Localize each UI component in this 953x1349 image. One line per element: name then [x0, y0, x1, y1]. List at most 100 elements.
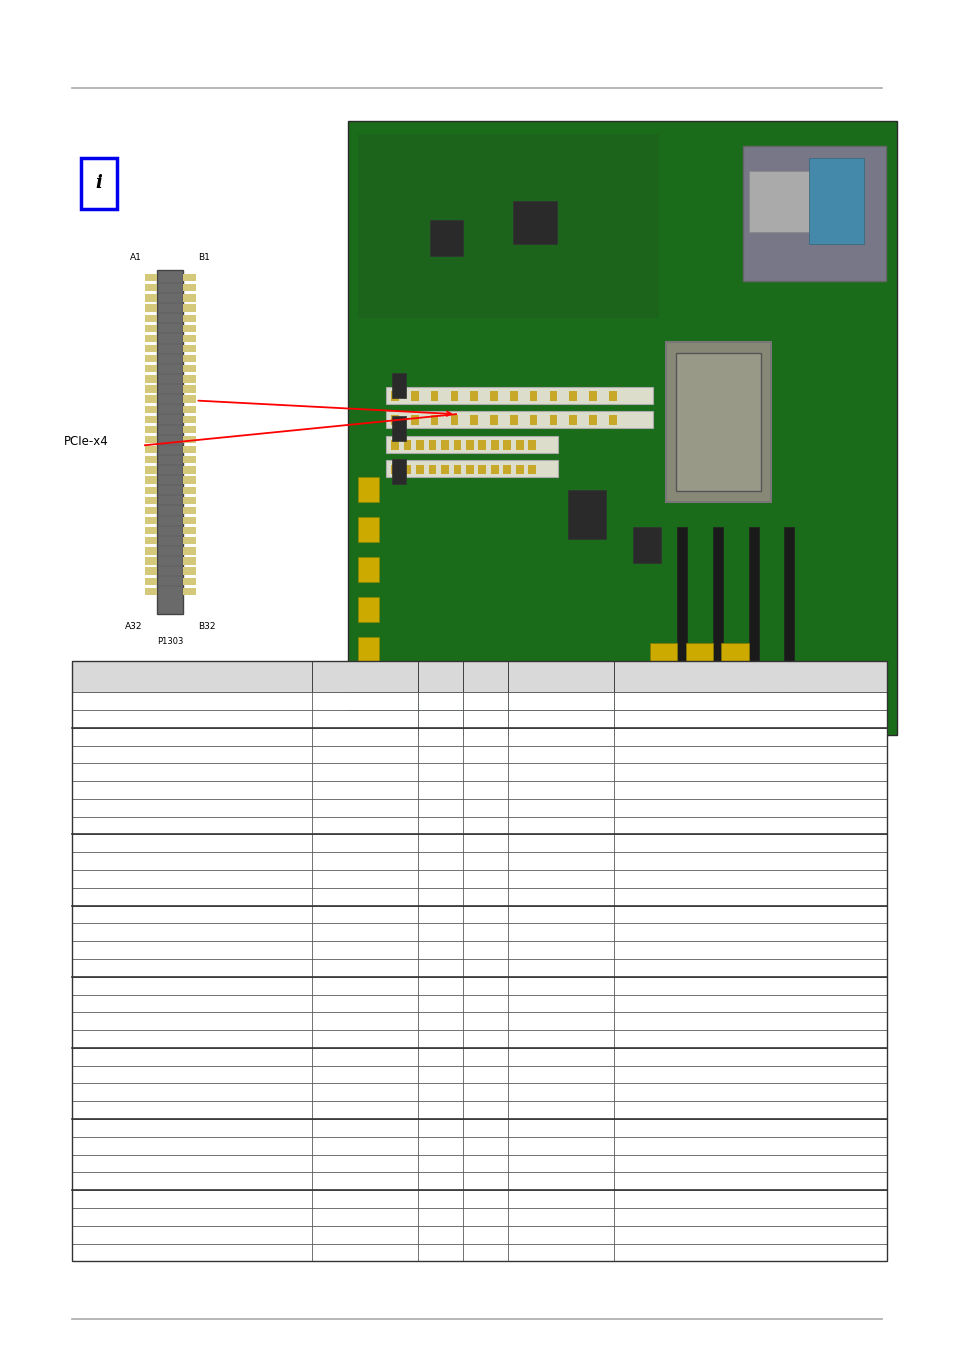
- Bar: [71, 728, 312, 746]
- Bar: [417, 728, 462, 746]
- Bar: [742, 146, 884, 281]
- Bar: [462, 905, 507, 924]
- Bar: [614, 1155, 886, 1172]
- Bar: [71, 1120, 312, 1137]
- Bar: [312, 835, 417, 853]
- Bar: [528, 464, 536, 475]
- Bar: [462, 959, 507, 977]
- Bar: [312, 1226, 417, 1244]
- Bar: [348, 121, 896, 735]
- Bar: [614, 942, 886, 959]
- Bar: [312, 1012, 417, 1031]
- Bar: [71, 1172, 312, 1190]
- Bar: [145, 456, 157, 464]
- Bar: [71, 1066, 312, 1083]
- Bar: [462, 799, 507, 816]
- Bar: [183, 345, 195, 352]
- Bar: [450, 391, 457, 401]
- Bar: [462, 1048, 507, 1066]
- Bar: [507, 1048, 614, 1066]
- Bar: [507, 1207, 614, 1226]
- Bar: [417, 746, 462, 764]
- Bar: [183, 395, 195, 403]
- Bar: [462, 1031, 507, 1048]
- Bar: [357, 134, 659, 318]
- Bar: [145, 517, 157, 525]
- Bar: [614, 661, 886, 692]
- Bar: [312, 692, 417, 710]
- Bar: [386, 411, 653, 429]
- Bar: [462, 994, 507, 1012]
- Bar: [145, 476, 157, 484]
- Bar: [503, 464, 511, 475]
- Bar: [145, 527, 157, 534]
- Bar: [145, 386, 157, 393]
- Bar: [614, 994, 886, 1012]
- Bar: [183, 285, 195, 291]
- Bar: [183, 426, 195, 433]
- Bar: [462, 1066, 507, 1083]
- Bar: [675, 353, 760, 491]
- Bar: [357, 478, 378, 502]
- Bar: [312, 1066, 417, 1083]
- Bar: [614, 1066, 886, 1083]
- Bar: [417, 853, 462, 870]
- Bar: [450, 415, 457, 425]
- Bar: [71, 942, 312, 959]
- Bar: [386, 387, 653, 403]
- Bar: [183, 476, 195, 484]
- Bar: [145, 366, 157, 372]
- Bar: [403, 440, 411, 449]
- Bar: [614, 959, 886, 977]
- Bar: [71, 1101, 312, 1120]
- Bar: [462, 1155, 507, 1172]
- Bar: [462, 977, 507, 994]
- Bar: [549, 391, 557, 401]
- Text: P1303: P1303: [157, 637, 183, 646]
- Bar: [312, 710, 417, 728]
- Bar: [453, 440, 460, 449]
- Bar: [183, 548, 195, 554]
- Bar: [608, 415, 616, 425]
- Bar: [614, 1048, 886, 1066]
- Bar: [312, 942, 417, 959]
- Bar: [462, 853, 507, 870]
- Bar: [507, 924, 614, 942]
- Bar: [145, 426, 157, 433]
- Bar: [462, 1172, 507, 1190]
- Bar: [507, 692, 614, 710]
- Bar: [490, 415, 497, 425]
- Bar: [431, 415, 438, 425]
- Bar: [462, 924, 507, 942]
- Bar: [507, 661, 614, 692]
- Bar: [685, 643, 712, 687]
- Bar: [312, 1244, 417, 1261]
- Bar: [462, 1137, 507, 1155]
- Bar: [416, 464, 423, 475]
- Bar: [507, 853, 614, 870]
- Bar: [391, 440, 398, 449]
- Bar: [507, 816, 614, 835]
- Bar: [428, 464, 436, 475]
- Bar: [183, 325, 195, 332]
- Bar: [417, 1190, 462, 1207]
- Bar: [417, 870, 462, 888]
- Bar: [145, 305, 157, 312]
- Bar: [712, 526, 722, 699]
- Bar: [145, 487, 157, 494]
- Bar: [312, 781, 417, 799]
- Bar: [507, 994, 614, 1012]
- Bar: [145, 335, 157, 343]
- Bar: [71, 1226, 312, 1244]
- Bar: [417, 994, 462, 1012]
- Bar: [145, 577, 157, 585]
- Bar: [71, 1031, 312, 1048]
- Bar: [417, 710, 462, 728]
- Bar: [614, 1012, 886, 1031]
- Bar: [589, 415, 597, 425]
- Bar: [748, 170, 814, 232]
- Bar: [71, 835, 312, 853]
- Bar: [71, 746, 312, 764]
- Bar: [71, 1137, 312, 1155]
- Bar: [157, 270, 183, 614]
